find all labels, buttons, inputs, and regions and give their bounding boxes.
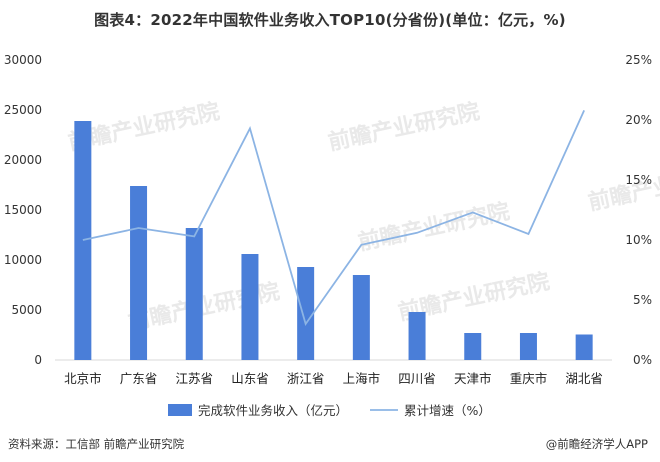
legend-line-label: 累计增速（%）: [404, 403, 491, 418]
left-tick-label: 20000: [4, 153, 42, 167]
legend-bar-swatch: [168, 404, 192, 416]
right-tick-label: 5%: [633, 293, 652, 307]
credit-note: @前瞻经济学人APP: [545, 437, 648, 451]
category-label: 天津市: [454, 371, 492, 386]
left-tick-label: 5000: [11, 303, 42, 317]
category-label: 湖北省: [565, 371, 603, 386]
category-label: 山东省: [231, 371, 269, 386]
bar-天津市: [464, 333, 482, 360]
legend: 完成软件业务收入（亿元） 累计增速（%）: [168, 403, 491, 418]
category-label: 上海市: [343, 371, 381, 386]
left-tick-label: 15000: [4, 203, 42, 217]
left-tick-label: 25000: [4, 103, 42, 117]
growth-line: [82, 110, 585, 327]
left-axis-ticks: 0 5000 10000 15000 20000 25000 30000: [4, 53, 42, 367]
bar-北京市: [74, 121, 92, 360]
left-tick-label: 10000: [4, 253, 42, 267]
category-label: 四川省: [398, 371, 436, 386]
left-tick-label: 30000: [4, 53, 42, 67]
watermark-text: 前瞻产业研究院: [586, 158, 660, 215]
bar-湖北省: [575, 334, 593, 360]
bar-浙江省: [297, 267, 315, 360]
bar-江苏省: [185, 228, 203, 360]
bar-重庆市: [519, 333, 537, 360]
legend-bar-label: 完成软件业务收入（亿元）: [198, 403, 348, 418]
bar-广东省: [130, 186, 148, 360]
category-label: 江苏省: [175, 371, 213, 386]
source-note: 资料来源：工信部 前瞻产业研究院: [8, 437, 185, 451]
right-tick-label: 20%: [625, 113, 652, 127]
category-labels: 北京市 广东省 江苏省 山东省 浙江省 上海市 四川省 天津市 重庆市 湖北省: [64, 371, 603, 386]
watermark-text: 前瞻产业研究院: [126, 278, 282, 335]
bar-上海市: [352, 275, 370, 360]
category-label: 重庆市: [510, 371, 548, 386]
right-tick-label: 15%: [625, 173, 652, 187]
watermark-text: 前瞻产业研究院: [326, 98, 482, 155]
bar-山东省: [241, 254, 259, 360]
category-label: 北京市: [64, 371, 102, 386]
left-tick-label: 0: [34, 353, 42, 367]
right-tick-label: 0%: [633, 353, 652, 367]
category-label: 广东省: [120, 371, 158, 386]
chart-title: 图表4：2022年中国软件业务收入TOP10(分省份)(单位：亿元，%): [94, 11, 566, 29]
category-label: 浙江省: [287, 371, 325, 386]
right-axis-ticks: 0% 5% 10% 15% 20% 25%: [625, 53, 652, 367]
right-tick-label: 25%: [625, 53, 652, 67]
line-series: [82, 110, 585, 327]
bar-四川省: [408, 312, 426, 360]
right-tick-label: 10%: [625, 233, 652, 247]
